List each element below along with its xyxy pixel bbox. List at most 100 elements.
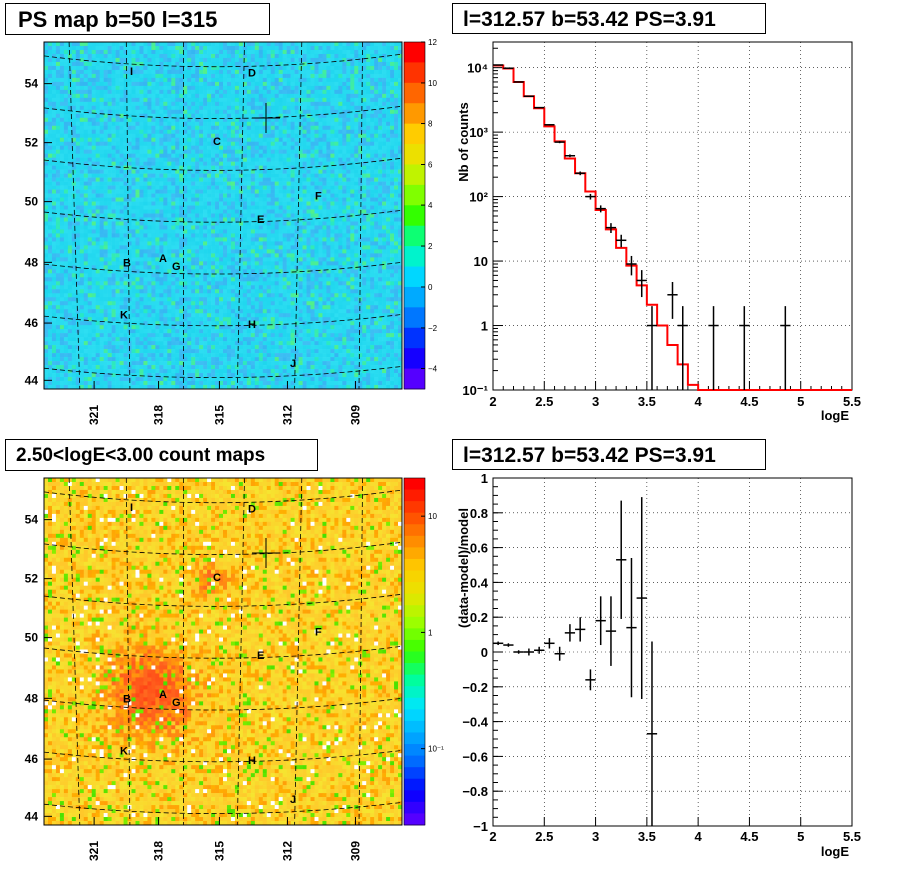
ps-map-cell xyxy=(76,98,80,102)
ps-map-cell xyxy=(167,126,171,130)
ps-map-cell xyxy=(330,150,334,154)
ps-map-cell xyxy=(143,225,147,229)
ps-map-cell xyxy=(64,130,68,134)
ps-map-cell xyxy=(167,174,171,178)
ps-map-cell xyxy=(151,42,155,46)
ps-map-cell xyxy=(191,249,195,253)
ps-map-cell xyxy=(314,206,318,210)
ps-map-cell xyxy=(187,42,191,46)
ps-map-cell xyxy=(366,46,370,50)
ps-map-cell xyxy=(84,130,88,134)
ps-map-cell xyxy=(88,245,92,249)
ps-map-cell xyxy=(195,78,199,82)
ps-map-cell xyxy=(80,86,84,90)
ps-map-cell xyxy=(135,261,139,265)
ps-map-cell xyxy=(267,237,271,241)
ps-map-cell xyxy=(155,138,159,142)
ps-map-cell xyxy=(195,102,199,106)
ps-map-cell xyxy=(378,225,382,229)
ps-map-cell xyxy=(108,214,112,218)
ps-map-cell xyxy=(342,190,346,194)
ps-map-cell xyxy=(120,214,124,218)
ps-map-cell xyxy=(187,214,191,218)
ps-map-cell xyxy=(271,82,275,86)
ps-map-cell xyxy=(390,194,394,198)
ps-map-cell xyxy=(267,182,271,186)
ps-map-cell xyxy=(251,210,255,214)
ps-map-cell xyxy=(219,126,223,130)
ps-map-cell xyxy=(84,122,88,126)
ps-map-cell xyxy=(243,182,247,186)
ps-map-cell xyxy=(100,225,104,229)
ps-map-cell xyxy=(275,122,279,126)
ps-map-cell xyxy=(223,98,227,102)
ps-map-cell xyxy=(151,146,155,150)
ps-map-cell xyxy=(322,221,326,225)
ps-map-cell xyxy=(96,90,100,94)
ps-map-cell xyxy=(338,190,342,194)
ps-map-cell xyxy=(195,62,199,66)
ps-map-cell xyxy=(255,138,259,142)
ps-map-cell xyxy=(386,214,390,218)
ps-map-cell xyxy=(211,245,215,249)
ps-map-cell xyxy=(370,130,374,134)
ps-map-cell xyxy=(195,202,199,206)
ps-map-cell xyxy=(291,130,295,134)
ps-map-cell xyxy=(239,166,243,170)
ps-map-cell xyxy=(159,58,163,62)
ps-map-cell xyxy=(139,221,143,225)
ps-map-cell xyxy=(195,261,199,265)
ps-map-cell xyxy=(291,82,295,86)
ps-map-cell xyxy=(143,182,147,186)
ps-map-cell xyxy=(191,178,195,182)
ps-map-cell xyxy=(44,221,48,225)
ps-map-cell xyxy=(167,178,171,182)
ps-map-cell xyxy=(247,182,251,186)
ps-map-cell xyxy=(92,158,96,162)
ps-map-cell xyxy=(279,253,283,257)
ps-map-cell xyxy=(374,190,378,194)
figure-svg: I DCFEB AGKHJ545250484644321 318 315 312 30912… xyxy=(0,0,898,871)
ps-map-cell xyxy=(179,229,183,233)
ps-map-cell xyxy=(195,158,199,162)
ps-map-cell xyxy=(362,237,366,241)
ps-map-cell xyxy=(239,178,243,182)
ps-map-cell xyxy=(139,210,143,214)
ps-map-cell xyxy=(314,50,318,54)
ps-map-cell xyxy=(116,190,120,194)
ps-map-cell xyxy=(128,54,132,58)
ps-map-cell xyxy=(386,225,390,229)
ps-map-cell xyxy=(378,134,382,138)
ps-map-cell xyxy=(120,166,124,170)
ps-map-cell xyxy=(151,174,155,178)
ps-map-cell xyxy=(227,162,231,166)
ps-map-cell xyxy=(76,82,80,86)
ps-map-cell xyxy=(215,58,219,62)
ps-map-cell xyxy=(64,102,68,106)
ps-map-cell xyxy=(88,58,92,62)
ps-map-cell xyxy=(104,78,108,82)
ps-map-cell xyxy=(263,190,267,194)
ps-map-cell xyxy=(374,142,378,146)
ps-map-cell xyxy=(318,50,322,54)
ps-map-cell xyxy=(287,206,291,210)
ps-map-cell xyxy=(88,130,92,134)
ps-map-cell xyxy=(171,241,175,245)
ps-map-cell xyxy=(267,249,271,253)
ps-map-cell xyxy=(88,122,92,126)
ps-map-cell xyxy=(143,66,147,70)
ps-map-cell xyxy=(275,54,279,58)
ps-map-cell xyxy=(52,217,56,221)
ps-map-cell xyxy=(374,170,378,174)
ps-map-cell xyxy=(378,166,382,170)
ps-map-cell xyxy=(231,46,235,50)
ps-map-cell xyxy=(195,198,199,202)
ps-map-cell xyxy=(255,46,259,50)
ps-map-cell xyxy=(382,225,386,229)
ps-map-cell xyxy=(370,229,374,233)
ps-map-cell xyxy=(151,257,155,261)
ps-map-cell xyxy=(259,170,263,174)
ps-map-cell xyxy=(394,186,398,190)
ps-map-cell xyxy=(116,170,120,174)
ps-map-cell xyxy=(132,198,136,202)
